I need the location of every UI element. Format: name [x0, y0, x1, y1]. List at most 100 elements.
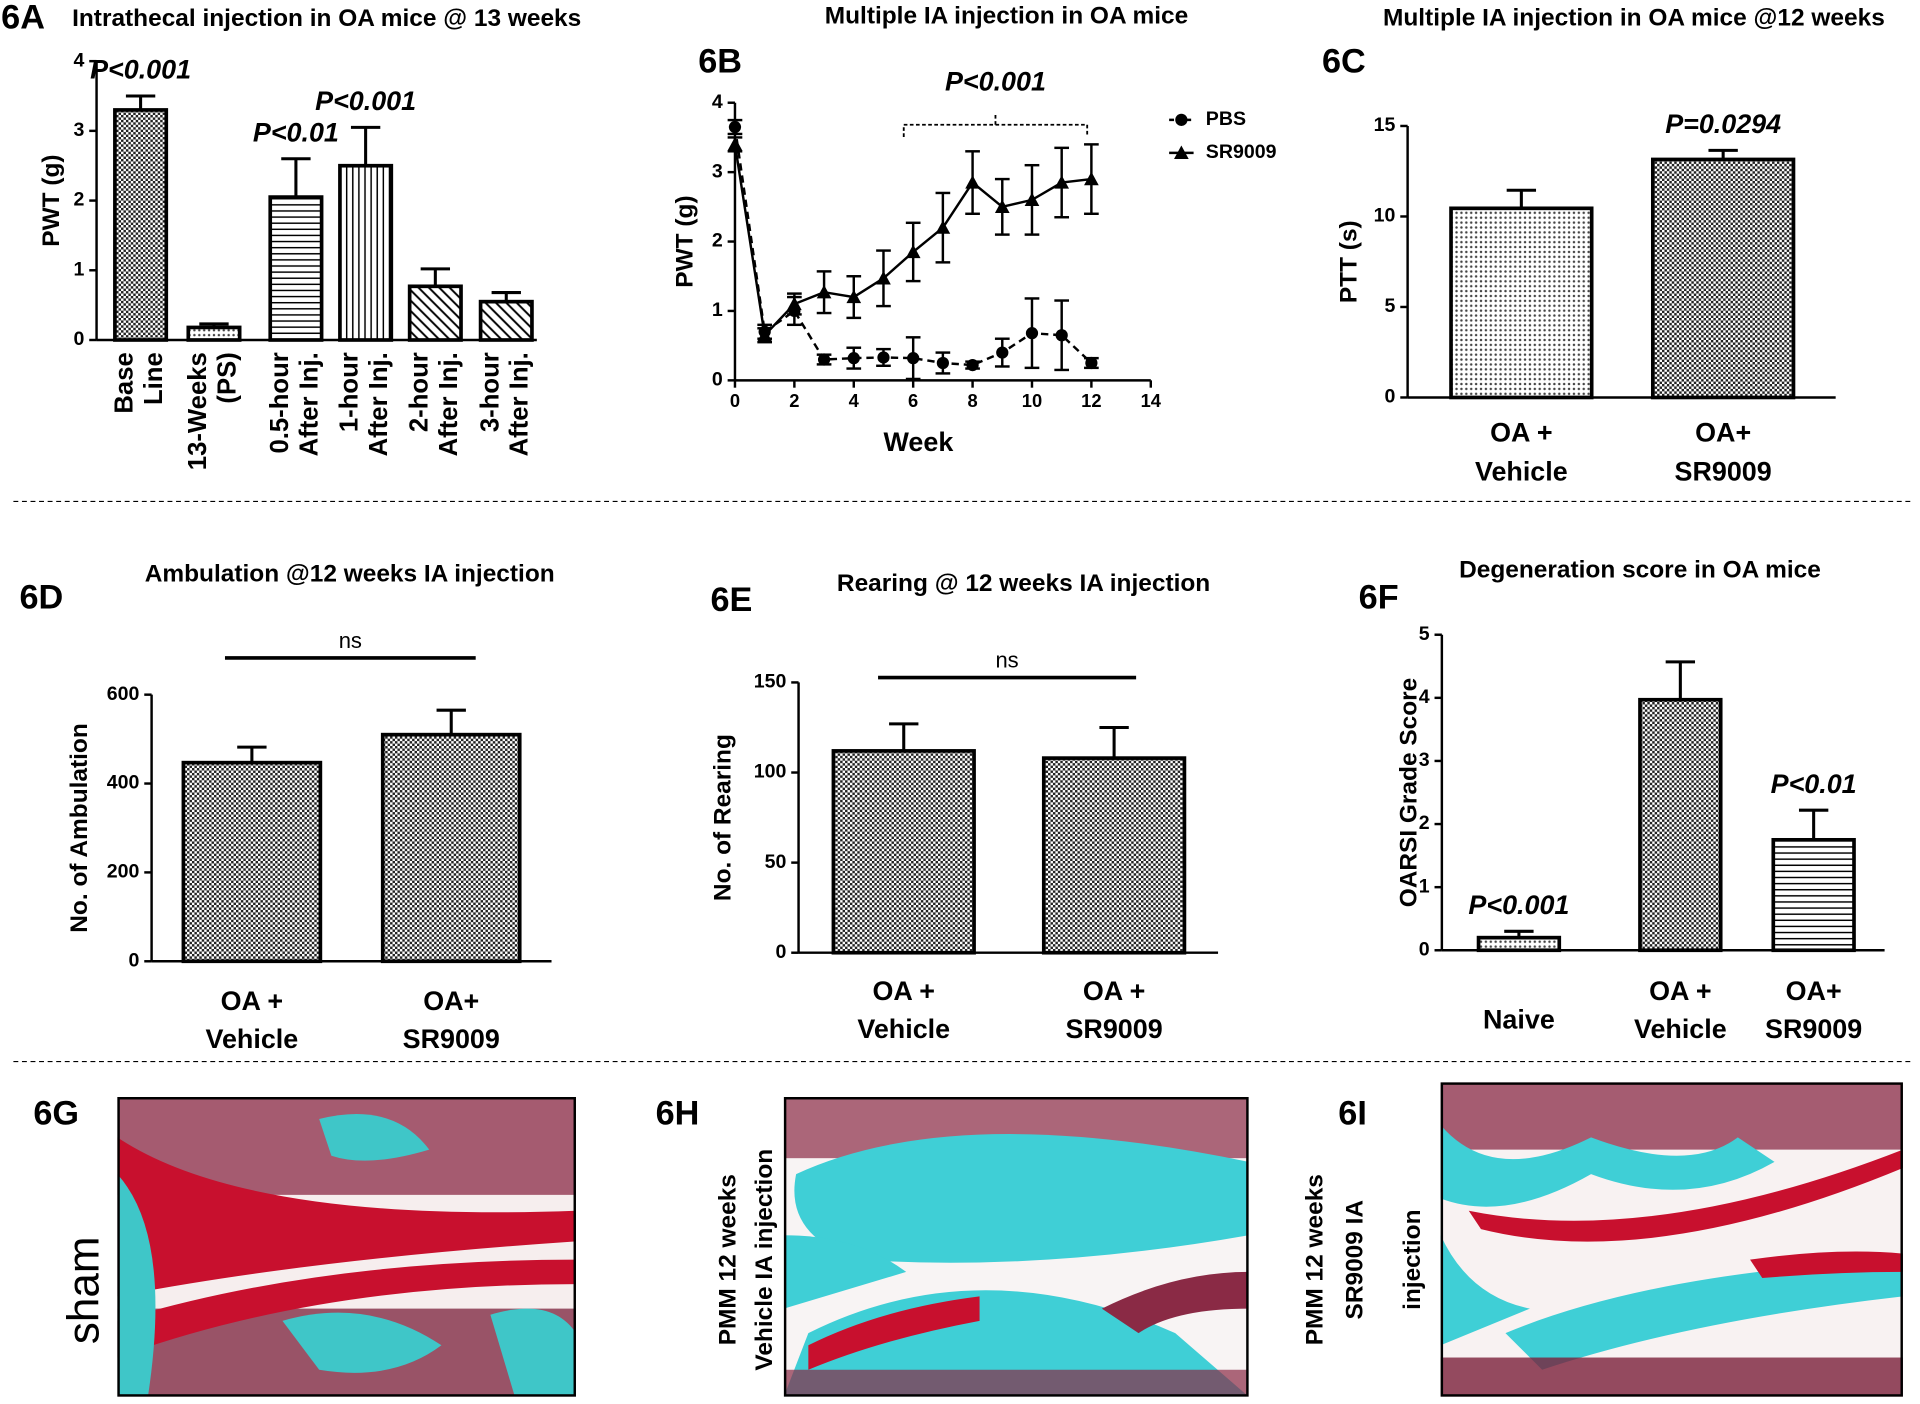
bar — [1771, 837, 1856, 953]
y-axis-label: PWT (g) — [38, 154, 65, 246]
marker — [1054, 175, 1070, 189]
y-tick-label: 2 — [1419, 812, 1430, 834]
marker — [907, 352, 920, 365]
x-tick-label: After Inj. — [506, 352, 534, 456]
x-tick-label: 12 — [1081, 390, 1101, 411]
marker — [935, 220, 951, 234]
marker — [846, 289, 862, 304]
marker — [757, 327, 773, 342]
marker — [1084, 171, 1099, 186]
y-tick-label: 0 — [128, 949, 139, 971]
panel-label: 6F — [1359, 578, 1399, 616]
x-tick-label: OA + — [1649, 976, 1712, 1006]
marker — [728, 120, 742, 134]
x-tick-label: 6 — [908, 390, 918, 411]
y-tick-label: 0 — [1419, 938, 1430, 960]
y-tick-label: 10 — [1374, 205, 1396, 227]
panel-label: 6E — [711, 581, 753, 619]
image-caption: PMM 12 weeks — [1301, 1174, 1328, 1345]
x-tick-label: Vehicle — [1475, 456, 1568, 486]
marker — [1055, 329, 1068, 342]
y-tick-label: 0 — [73, 328, 84, 350]
x-tick-label: After Inj. — [295, 352, 323, 456]
y-tick-label: 5 — [1419, 623, 1430, 645]
p-value-label: P<0.01 — [1771, 769, 1857, 799]
x-tick-label: OA+ — [423, 986, 479, 1016]
panel-label: 6H — [656, 1094, 700, 1132]
x-tick-label: 0.5-hour — [266, 352, 294, 453]
chart-title: Ambulation @12 weeks IA injection — [145, 560, 555, 587]
p-value-label: P<0.001 — [315, 86, 416, 116]
x-tick-label: SR9009 — [1675, 456, 1772, 486]
panel-label: 6C — [1322, 43, 1366, 81]
x-tick-label: 13-Weeks — [184, 352, 212, 470]
y-tick-label: 0 — [712, 369, 723, 391]
x-tick-label: SR9009 — [403, 1024, 500, 1054]
marker — [847, 352, 860, 365]
significance-label: ns — [339, 628, 362, 653]
y-axis-label: OARSI Grade Score — [1396, 678, 1423, 908]
y-tick-label: 15 — [1374, 114, 1396, 136]
y-tick-label: 4 — [712, 91, 723, 113]
x-tick-label: After Inj. — [435, 352, 463, 456]
marker — [787, 296, 802, 311]
y-tick-label: 5 — [1385, 295, 1396, 317]
y-tick-label: 100 — [754, 761, 787, 783]
y-tick-label: 600 — [107, 683, 140, 705]
significance-bracket — [902, 112, 1089, 137]
panel-label: 6A — [1, 0, 45, 37]
x-tick-label: SR9009 — [1066, 1014, 1163, 1044]
chart-title: Multiple IA injection in OA mice — [825, 3, 1188, 30]
legend-label: PBS — [1206, 108, 1246, 130]
image-caption: Vehicle IA injection — [751, 1149, 778, 1371]
x-tick-label: Base — [111, 352, 139, 413]
x-tick-label: 14 — [1141, 390, 1162, 411]
chart-title: Multiple IA injection in OA mice @12 wee… — [1382, 4, 1885, 32]
y-tick-label: 2 — [712, 230, 723, 252]
x-tick-label: After Inj. — [365, 352, 393, 456]
image-caption: PMM 12 weeks — [714, 1174, 741, 1345]
x-tick-label: 3-hour — [476, 352, 504, 432]
marker — [1024, 192, 1040, 207]
x-tick-label: OA + — [1490, 417, 1553, 447]
bar — [1638, 697, 1723, 953]
marker — [996, 346, 1009, 359]
bar — [478, 299, 534, 342]
y-axis-label: No. of Ambulation — [66, 723, 93, 932]
p-value-label: P=0.0294 — [1665, 109, 1781, 139]
histology-image — [1440, 1082, 1903, 1397]
marker — [1174, 145, 1189, 159]
y-tick-label: 3 — [1419, 749, 1430, 771]
marker — [1175, 113, 1188, 126]
bar — [186, 325, 242, 342]
x-tick-label: 8 — [967, 390, 977, 411]
bar — [1449, 206, 1594, 400]
bar — [181, 760, 323, 964]
legend-label: SR9009 — [1206, 141, 1277, 163]
y-axis-label: PTT (s) — [1336, 220, 1363, 303]
marker — [1025, 327, 1039, 340]
chart-title: Degeneration score in OA mice — [1459, 557, 1821, 584]
y-tick-label: 400 — [107, 772, 140, 794]
significance-label: ns — [995, 647, 1018, 672]
x-tick-label: 4 — [849, 390, 860, 411]
x-tick-label: (PS) — [213, 352, 241, 403]
x-tick-label: SR9009 — [1765, 1014, 1862, 1044]
marker — [965, 175, 980, 189]
x-axis-label: Week — [884, 427, 954, 457]
marker — [876, 270, 891, 285]
x-tick-label: OA+ — [1695, 417, 1751, 447]
x-tick-label: 2 — [789, 390, 799, 411]
x-tick-label: OA + — [221, 986, 284, 1016]
image-caption: SR9009 IA — [1342, 1200, 1369, 1320]
panel-label: 6D — [20, 578, 64, 616]
marker — [727, 137, 743, 151]
y-tick-label: 200 — [107, 861, 140, 883]
x-tick-label: OA+ — [1786, 976, 1842, 1006]
y-tick-label: 4 — [1419, 686, 1430, 708]
image-caption: injection — [1399, 1209, 1426, 1309]
x-tick-label: Line — [140, 352, 168, 405]
image-caption: sham — [59, 1236, 108, 1344]
